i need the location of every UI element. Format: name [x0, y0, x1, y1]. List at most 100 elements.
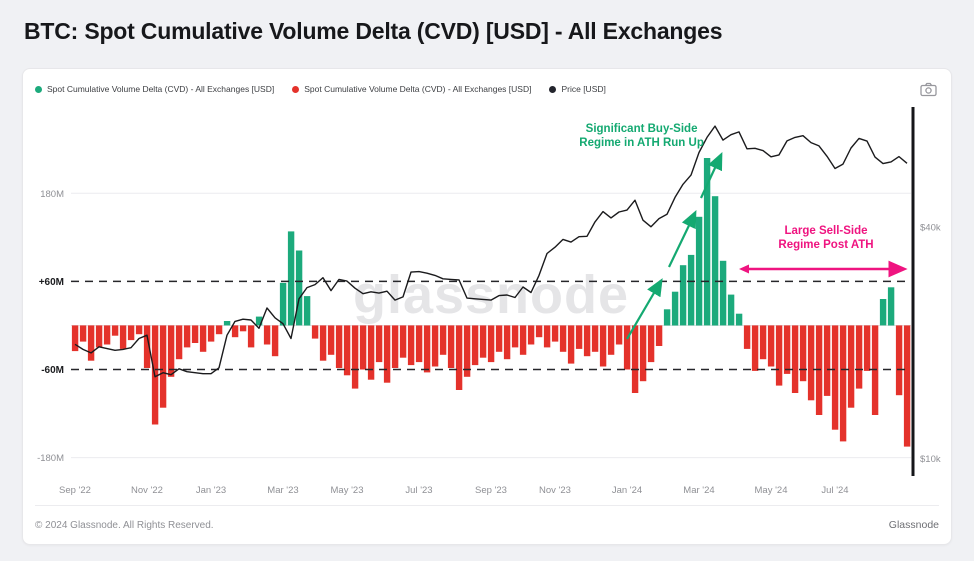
legend-swatch	[35, 85, 42, 93]
cvd-bar-negative	[103, 325, 111, 345]
cvd-bar-negative	[495, 325, 503, 352]
cvd-bar-positive	[223, 321, 231, 326]
cvd-bar-negative	[135, 325, 143, 335]
cvd-bar-negative	[383, 325, 391, 383]
cvd-bar-negative	[791, 325, 799, 393]
cvd-bar-negative	[783, 325, 791, 374]
cvd-bar-negative	[239, 325, 247, 332]
cvd-bar-negative	[647, 325, 655, 363]
x-tick-label: Nov '22	[131, 485, 163, 496]
legend-item: Spot Cumulative Volume Delta (CVD) - All…	[35, 84, 274, 94]
cvd-bar-positive	[303, 296, 311, 326]
cvd-bar-negative	[311, 325, 319, 339]
cvd-bar-negative	[375, 325, 383, 363]
cvd-bar-positive	[671, 291, 679, 326]
page-title: BTC: Spot Cumulative Volume Delta (CVD) …	[24, 18, 723, 44]
cvd-bar-negative	[823, 325, 831, 396]
y-axis-label-right: $40k	[920, 222, 941, 233]
cvd-bar-positive	[887, 287, 895, 326]
cvd-bar-negative	[207, 325, 215, 342]
buy-side-trend-arrow-icon	[700, 152, 723, 199]
cvd-bar-negative	[583, 325, 591, 357]
cvd-bar-negative	[319, 325, 327, 361]
cvd-bar-negative	[511, 325, 519, 348]
cvd-bar-negative	[575, 325, 583, 349]
cvd-bar-positive	[279, 282, 287, 326]
cvd-bar-negative	[767, 325, 775, 367]
cvd-bar-negative	[327, 325, 335, 355]
cvd-bar-negative	[423, 325, 431, 373]
brand-text: Glassnode	[888, 519, 939, 531]
cvd-bar-negative	[607, 325, 615, 355]
cvd-bar-negative	[183, 325, 191, 348]
chart-card: Spot Cumulative Volume Delta (CVD) - All…	[22, 68, 952, 545]
cvd-bar-negative	[87, 325, 95, 361]
cvd-bar-negative	[863, 325, 871, 371]
cvd-bar-negative	[623, 325, 631, 370]
cvd-bar-negative	[271, 325, 279, 357]
cvd-bar-positive	[735, 313, 743, 326]
cvd-bar-positive	[727, 294, 735, 326]
cvd-bar-negative	[751, 325, 759, 371]
cvd-bar-negative	[903, 325, 911, 447]
cvd-bar-positive	[255, 316, 263, 326]
copyright-text: © 2024 Glassnode. All Rights Reserved.	[35, 519, 214, 531]
legend-item: Price [USD]	[549, 84, 606, 94]
cvd-bar-negative	[471, 325, 479, 366]
x-tick-label: Mar '23	[267, 485, 298, 496]
cvd-bar-negative	[95, 325, 103, 348]
cvd-bar-negative	[855, 325, 863, 389]
cvd-bar-negative	[351, 325, 359, 389]
cvd-bar-negative	[111, 325, 119, 336]
cvd-bar-negative	[159, 325, 167, 408]
cvd-bar-positive	[703, 158, 711, 326]
x-tick-label: Nov '23	[539, 485, 571, 496]
y-axis-label-left: +60M	[39, 277, 64, 288]
cvd-bar-negative	[143, 325, 151, 368]
x-tick-label: Sep '22	[59, 485, 91, 496]
cvd-bar-negative	[543, 325, 551, 348]
cvd-bar-negative	[599, 325, 607, 367]
sell-side-range-arrowhead-icon	[739, 264, 749, 274]
watermark: glassnode	[353, 265, 629, 325]
cvd-bar-negative	[335, 325, 343, 368]
cvd-bar-positive	[719, 260, 727, 326]
cvd-bar-negative	[567, 325, 575, 364]
cvd-bar-positive	[695, 216, 703, 326]
screenshot-button[interactable]	[918, 80, 939, 99]
cvd-bar-negative	[503, 325, 511, 360]
cvd-bar-negative	[655, 325, 663, 346]
cvd-bar-negative	[119, 325, 127, 349]
cvd-bar-positive	[295, 250, 303, 326]
cvd-bar-positive	[879, 299, 887, 326]
cvd-bar-negative	[247, 325, 255, 348]
cvd-bar-negative	[191, 325, 199, 343]
cvd-bar-positive	[679, 265, 687, 326]
x-tick-label: Jul '24	[821, 485, 848, 496]
x-tick-label: May '24	[755, 485, 788, 496]
x-tick-label: Sep '23	[475, 485, 507, 496]
cvd-bar-negative	[263, 325, 271, 345]
legend-swatch	[292, 85, 300, 93]
x-tick-label: Jan '24	[612, 485, 642, 496]
card-footer: © 2024 Glassnode. All Rights Reserved. G…	[35, 505, 939, 544]
x-tick-label: Jan '23	[196, 485, 226, 496]
cvd-bar-negative	[535, 325, 543, 338]
x-tick-label: May '23	[331, 485, 364, 496]
cvd-chart: glassnode 180M +60M -60M -180M $40k $10k Sep '2…	[37, 107, 941, 496]
cvd-bar-negative	[527, 325, 535, 345]
legend-swatch	[549, 85, 557, 93]
cvd-bar-negative	[519, 325, 527, 355]
cvd-bar-negative	[847, 325, 855, 408]
cvd-bar-negative	[639, 325, 647, 382]
cvd-bar-negative	[743, 325, 751, 349]
cvd-bar-negative	[831, 325, 839, 430]
y-axis-label-left: -180M	[37, 453, 64, 464]
x-tick-label: Mar '24	[683, 485, 714, 496]
cvd-bar-positive	[687, 254, 695, 326]
cvd-bar-negative	[415, 325, 423, 363]
legend-label: Spot Cumulative Volume Delta (CVD) - All…	[47, 84, 275, 94]
chart-area: glassnode 180M +60M -60M -180M $40k $10k Sep '2…	[35, 101, 941, 506]
y-axis-label-left: -60M	[41, 365, 64, 376]
cvd-bar-negative	[399, 325, 407, 358]
